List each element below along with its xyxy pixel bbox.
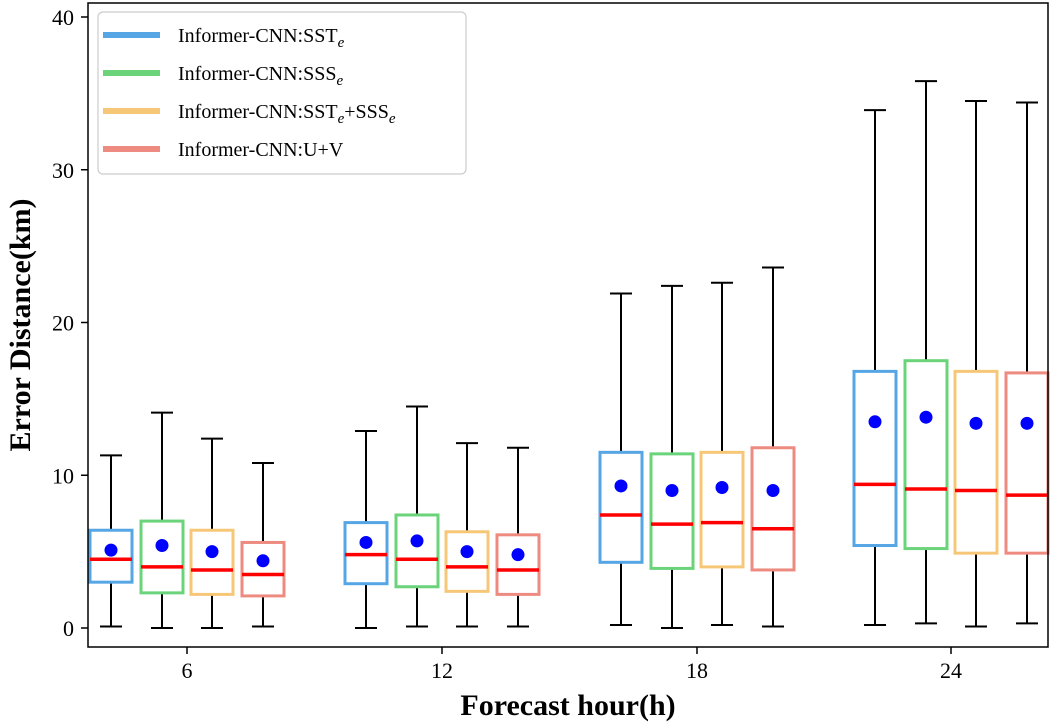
box-group (1004, 101, 1050, 625)
y-tick-label: 40 (52, 5, 74, 30)
iqr-box (1004, 371, 1050, 555)
mean-marker (155, 539, 169, 553)
box-group (343, 429, 389, 629)
mean-marker (969, 416, 983, 430)
box-group (88, 454, 134, 628)
iqr-box (598, 450, 644, 564)
plot-area (88, 80, 1050, 629)
mean-marker (359, 535, 373, 549)
mean-marker (766, 484, 780, 498)
box-group (750, 266, 796, 628)
box-group (699, 281, 745, 626)
box-group (240, 462, 286, 628)
x-tick-label: 6 (182, 658, 193, 683)
mean-marker (919, 410, 933, 424)
iqr-box (750, 446, 796, 572)
iqr-box (699, 450, 745, 569)
iqr-box (240, 540, 286, 598)
mean-marker (511, 548, 525, 562)
box-group (903, 80, 949, 625)
mean-marker (460, 545, 474, 559)
box-group (189, 437, 235, 629)
box-group (598, 292, 644, 626)
mean-marker (410, 534, 424, 548)
mean-marker (104, 543, 118, 557)
legend-box (97, 11, 467, 175)
iqr-box (852, 369, 898, 548)
box-group (649, 284, 695, 629)
iqr-box (649, 452, 695, 570)
box-group (444, 442, 490, 628)
legend-label: Informer-CNN:SSSe (178, 63, 344, 89)
y-tick-label: 30 (52, 158, 74, 183)
box-group (852, 109, 898, 626)
box-group (139, 411, 185, 629)
x-tick-label: 24 (940, 658, 962, 683)
iqr-box (394, 513, 440, 589)
box-group (953, 100, 999, 628)
legend-label: Informer-CNN:U+V (178, 139, 344, 161)
x-tick-label: 18 (686, 658, 708, 683)
box-group (394, 405, 440, 628)
legend-label: Informer-CNN:SSTe+SSSe (178, 101, 396, 127)
iqr-box (139, 519, 185, 595)
y-tick-label: 0 (63, 616, 74, 641)
box-group (495, 446, 541, 628)
legend-label: Informer-CNN:SSTe (178, 25, 345, 51)
x-tick-label: 12 (431, 658, 453, 683)
mean-marker (665, 484, 679, 498)
iqr-box (189, 528, 235, 596)
y-tick-label: 10 (52, 463, 74, 488)
mean-marker (256, 554, 270, 568)
plot-frame (87, 2, 1049, 648)
y-tick-label: 20 (52, 311, 74, 336)
legend: Informer-CNN:SSTe Informer-CNN:SSSe Inform… (97, 11, 467, 175)
iqr-box (953, 369, 999, 555)
iqr-box (495, 533, 541, 596)
iqr-box (444, 530, 490, 593)
mean-marker (1020, 416, 1034, 430)
mean-marker (614, 479, 628, 493)
x-axis-title: Forecast hour(h) (460, 689, 675, 722)
y-axis-title: Error Distance(km) (4, 198, 37, 451)
mean-marker (715, 480, 729, 494)
mean-marker (205, 545, 219, 559)
iqr-box (903, 359, 949, 551)
axes: 0 10 20 30 40 6 12 18 24 (52, 2, 1049, 683)
mean-marker (868, 415, 882, 429)
